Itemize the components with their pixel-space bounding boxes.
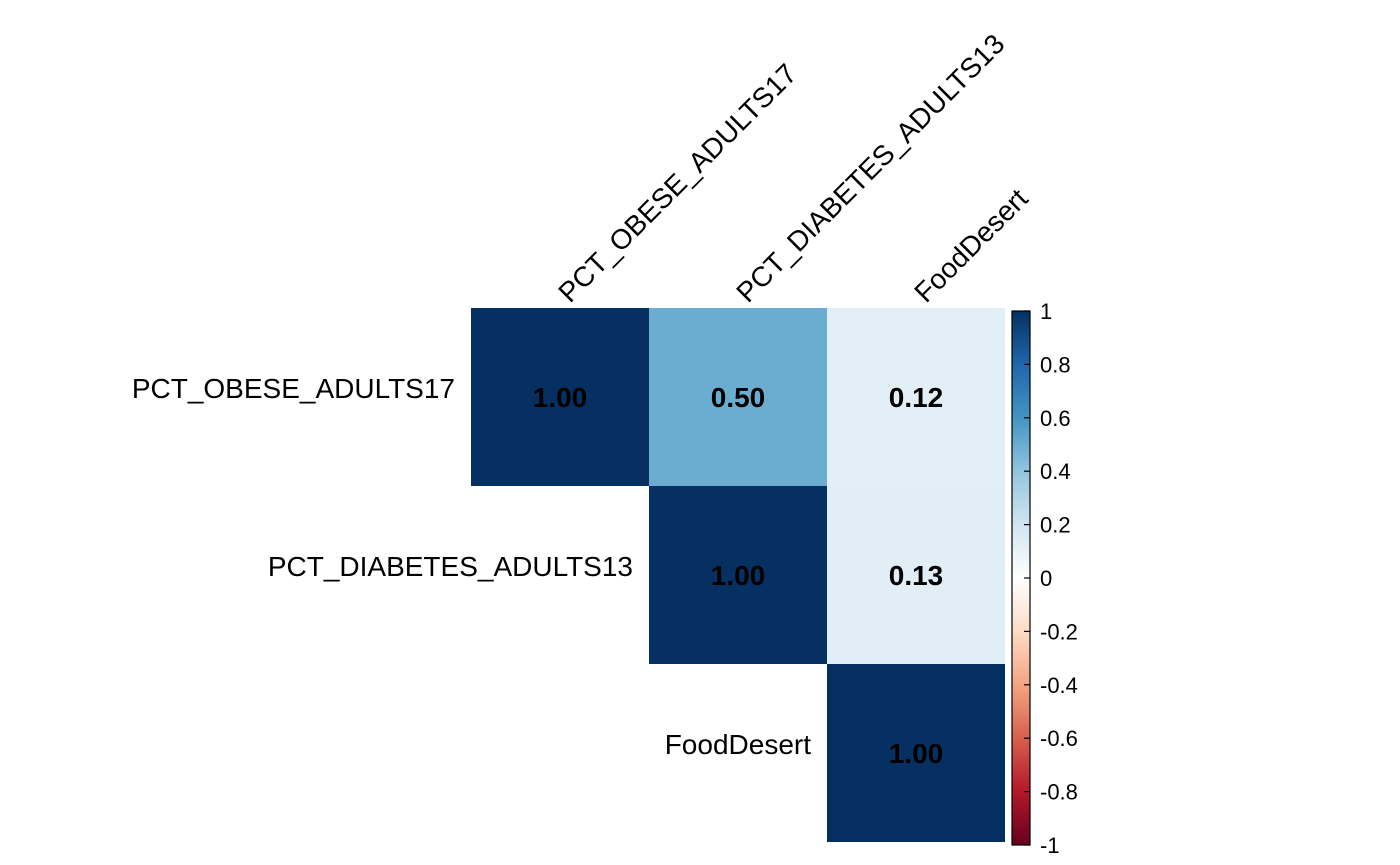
colorbar-tick-label: -0.6: [1040, 726, 1078, 751]
heatmap-cells: 1.00 0.50 0.12 1.00 0.13 1.00: [471, 308, 1005, 842]
cell-value-label: 0.13: [889, 560, 944, 591]
colorbar-tick-label: 0.8: [1040, 352, 1071, 377]
heatmap-cell: [649, 486, 827, 664]
colorbar: 1 0.8 0.6 0.4 0.2 0 -0.2 -0.4 -0.6 -0.8 -1: [1011, 299, 1078, 858]
colorbar-tick-label: 0.2: [1040, 513, 1071, 538]
row-label: PCT_OBESE_ADULTS17: [132, 373, 455, 404]
heatmap-cell: [827, 664, 1005, 842]
colorbar-tick-label: 0.6: [1040, 406, 1071, 431]
cell-value-label: 1.00: [711, 560, 766, 591]
cell-value-label: 1.00: [889, 738, 944, 769]
cell-value-label: 0.50: [711, 382, 766, 413]
colorbar-tick-label: -1: [1040, 833, 1060, 858]
heatmap-cell: [649, 308, 827, 486]
colorbar-tick-label: 0.4: [1040, 459, 1071, 484]
column-label: FoodDesert: [908, 183, 1034, 309]
colorbar-tick-label: 1: [1040, 299, 1052, 324]
colorbar-tick-label: -0.2: [1040, 619, 1078, 644]
row-label: PCT_DIABETES_ADULTS13: [268, 551, 633, 582]
colorbar-tick-label: -0.8: [1040, 780, 1078, 805]
column-labels: PCT_OBESE_ADULTS17PCT_DIABETES_ADULTS13F…: [552, 28, 1034, 308]
row-label: FoodDesert: [665, 729, 812, 760]
colorbar-tick-label: -0.4: [1040, 673, 1078, 698]
heatmap-cell: [827, 308, 1005, 486]
heatmap-cell: [471, 308, 649, 486]
row-labels: PCT_OBESE_ADULTS17 PCT_DIABETES_ADULTS13 F…: [132, 373, 811, 760]
colorbar-tick-label: 0: [1040, 566, 1052, 591]
cell-value-label: 0.12: [889, 382, 944, 413]
cell-value-label: 1.00: [533, 382, 588, 413]
heatmap-cell: [827, 486, 1005, 664]
